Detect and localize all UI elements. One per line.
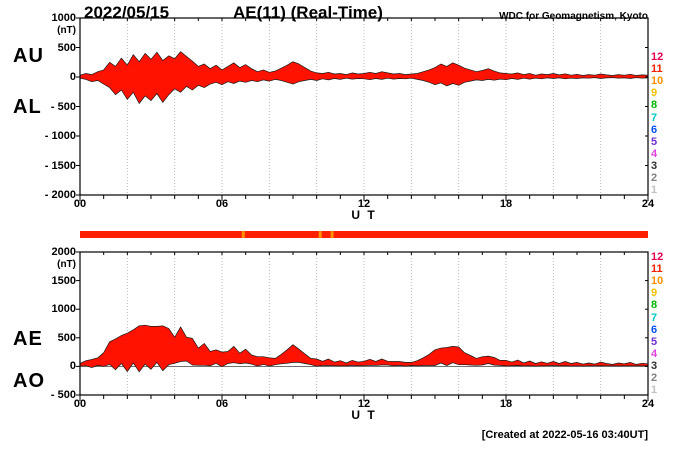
ao-axis-label: AO (13, 370, 45, 392)
station-count-1: 1 (651, 184, 658, 197)
station-count-9: 9 (651, 87, 658, 100)
station-count-4: 4 (651, 347, 658, 360)
x-axis-label-top: U T (351, 208, 377, 222)
station-count-5: 5 (651, 335, 658, 348)
au-axis-label: AU (13, 45, 44, 67)
station-count-2: 2 (651, 172, 658, 184)
station-count-4: 4 (651, 147, 658, 160)
y-tick-label: 0 (69, 71, 76, 83)
station-count-11: 11 (651, 63, 663, 76)
station-count-11: 11 (651, 263, 663, 276)
x-tick-label: 06 (215, 398, 229, 410)
y-tick-label: 500 (57, 331, 76, 344)
data-source: WDC for Geomagnetism, Kyoto (499, 11, 648, 22)
y-tick-label: - 1000 (44, 130, 76, 142)
x-tick-label: 12 (357, 398, 371, 410)
x-tick-label: 24 (641, 398, 655, 410)
y-tick-label: - 1500 (44, 159, 76, 172)
station-count-10: 10 (651, 275, 664, 288)
station-count-7: 7 (651, 311, 658, 324)
created-timestamp: [Created at 2022-05-16 03:40UT] (481, 429, 648, 441)
station-count-8: 8 (651, 299, 658, 312)
x-tick-label: 00 (73, 398, 87, 410)
station-count-1: 1 (651, 384, 658, 397)
unit-label-bottom: (nT) (57, 259, 76, 270)
station-count-12: 12 (651, 251, 664, 263)
al-axis-label: AL (13, 96, 42, 118)
station-count-9: 9 (651, 287, 658, 300)
station-count-3: 3 (651, 359, 658, 372)
station-count-3: 3 (651, 159, 658, 172)
plot-date: 2022/05/15 (84, 3, 170, 22)
y-tick-label: 1000 (51, 12, 76, 24)
x-tick-label: 24 (641, 198, 655, 210)
x-axis-label-bottom: U T (351, 408, 377, 422)
y-tick-label: 1000 (51, 303, 76, 316)
station-count-6: 6 (651, 123, 658, 136)
y-tick-label: - 500 (50, 389, 76, 401)
x-tick-label: 00 (73, 198, 87, 210)
y-tick-label: 500 (57, 41, 76, 54)
y-tick-label: - 2000 (44, 189, 76, 201)
station-count-2: 2 (651, 372, 658, 384)
x-tick-label: 18 (499, 398, 513, 410)
unit-label-top: (nT) (57, 25, 76, 36)
y-tick-label: 1500 (51, 274, 76, 287)
ae-axis-label: AE (13, 328, 43, 350)
x-tick-label: 18 (499, 198, 513, 210)
station-count-5: 5 (651, 135, 658, 148)
plot-title: AE(11) (Real-Time) (233, 3, 383, 22)
station-count-12: 12 (651, 51, 664, 63)
y-tick-label: 2000 (51, 246, 76, 258)
x-tick-label: 06 (215, 198, 229, 210)
y-tick-label: - 500 (50, 100, 76, 113)
y-tick-label: 0 (69, 360, 76, 373)
station-count-6: 6 (651, 323, 658, 336)
station-count-10: 10 (651, 75, 664, 88)
station-count-8: 8 (651, 99, 658, 112)
station-count-7: 7 (651, 111, 658, 124)
x-tick-label: 12 (357, 198, 371, 210)
